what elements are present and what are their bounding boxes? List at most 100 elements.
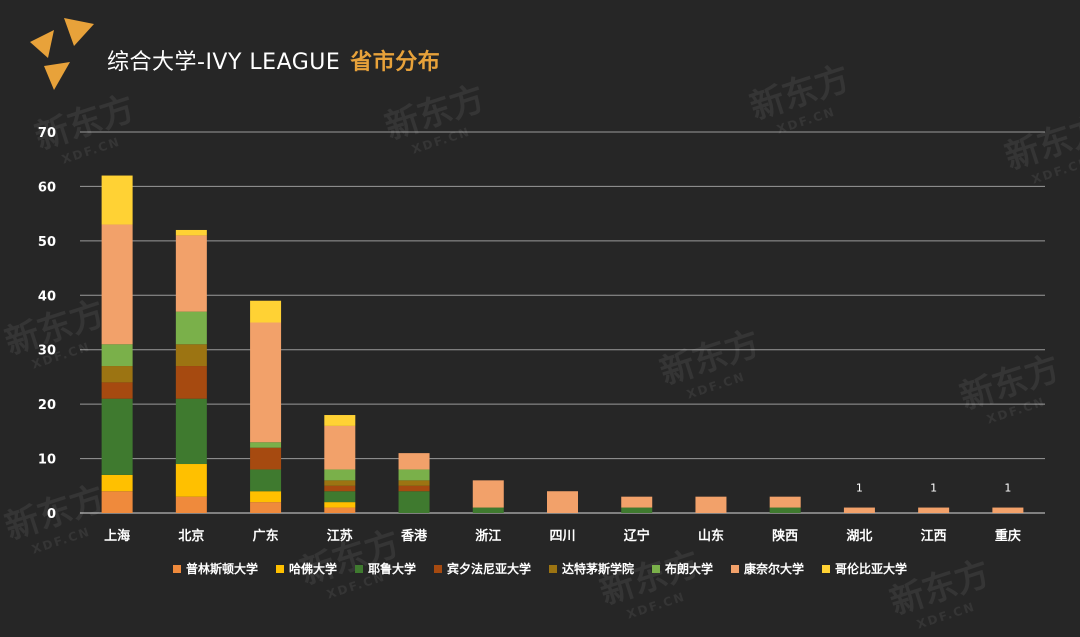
y-tick-label: 60 (38, 180, 56, 195)
x-tick-label: 香港 (400, 528, 428, 544)
bar-segment (324, 480, 356, 486)
bar-segment (324, 491, 356, 503)
legend-item: 宾夕法尼亚大学 (433, 560, 531, 577)
x-tick-label: 山东 (698, 528, 724, 544)
grid-lines (80, 131, 1045, 514)
legend-swatch (652, 564, 661, 573)
x-tick-label: 浙江 (475, 528, 501, 544)
bar-segment (472, 480, 504, 508)
bar-segment (250, 469, 282, 492)
bar-segment (398, 485, 430, 492)
legend-swatch (549, 564, 557, 573)
stacked-bar-chart: 0 10 20 30 40 50 60 70 上海 北京 广东 江苏 香港 浙江 四川 辽宁 山东 陕西 湖北 江西… (38, 126, 1045, 544)
legend-label: 耶鲁大学 (367, 562, 416, 576)
bar-segment (324, 415, 356, 426)
y-tick-label: 40 (38, 289, 56, 304)
y-axis-ticks: 0 10 20 30 40 50 60 70 (38, 126, 56, 522)
legend-swatch (354, 564, 363, 573)
bar-segment (101, 344, 133, 367)
legend-item: 耶鲁大学 (354, 560, 416, 577)
x-tick-label: 陕西 (772, 528, 798, 544)
bar-segment (175, 496, 207, 513)
legend-swatch (822, 564, 831, 573)
bar-segment (843, 507, 875, 513)
legend-label: 普林斯顿大学 (185, 562, 258, 576)
bar-segment (324, 485, 356, 492)
x-tick-label: 北京 (178, 528, 204, 544)
bar-segment (101, 491, 133, 513)
bar-segment (175, 311, 207, 345)
x-tick-label: 广东 (253, 528, 279, 544)
bar-segment (250, 447, 282, 470)
y-tick-label: 70 (38, 126, 56, 141)
decoration (30, 18, 94, 90)
bar-segment (175, 398, 207, 465)
bar-segment (398, 491, 430, 513)
x-tick-label: 重庆 (995, 528, 1021, 544)
x-tick-label: 四川 (549, 529, 575, 544)
legend-swatch (731, 564, 740, 573)
bar-segment (175, 235, 207, 312)
bar-segment (101, 382, 133, 399)
x-tick-label: 江西 (921, 528, 947, 544)
bar-segment (175, 366, 207, 399)
bar-segment (101, 175, 133, 225)
y-tick-label: 10 (38, 453, 56, 468)
logo-triangle-left (30, 30, 54, 58)
bar-segment (324, 425, 356, 470)
bar-segment (250, 491, 282, 503)
bar-segment (398, 469, 430, 481)
bar-segment (101, 224, 133, 345)
bar-segment (324, 507, 356, 513)
legend-item: 达特茅斯学院 (549, 560, 634, 577)
bar-segment (175, 344, 207, 367)
legend: 普林斯顿大学 哈佛大学 耶鲁大学 宾夕法尼亚大学 达特茅斯学院 布朗大学 康奈尔大学 哥伦比亚… (0, 560, 1080, 577)
bars (101, 175, 1024, 513)
logo-triangle-bottom (44, 62, 70, 90)
data-label: 1 (930, 482, 937, 495)
data-label: 1 (1004, 482, 1011, 495)
y-tick-label: 50 (38, 235, 56, 250)
legend-item: 布朗大学 (652, 560, 713, 577)
data-labels: 1 1 1 (856, 482, 1011, 495)
logo-triangle-top (64, 18, 94, 46)
bar-segment (621, 496, 653, 508)
legend-label: 哈佛大学 (288, 562, 337, 576)
bar-segment (695, 496, 727, 513)
y-tick-label: 30 (38, 344, 56, 359)
y-tick-label: 20 (38, 398, 56, 413)
bar-segment (769, 496, 801, 508)
bar-segment (398, 480, 430, 486)
x-tick-label: 湖北 (846, 529, 872, 544)
bar-segment (175, 464, 207, 497)
legend-item: 普林斯顿大学 (172, 560, 258, 577)
legend-item: 哥伦比亚大学 (822, 560, 907, 577)
title-main: 综合大学-IVY LEAGUE (107, 50, 341, 75)
legend-swatch (172, 564, 181, 573)
x-tick-label: 江苏 (327, 528, 353, 544)
legend-label: 布朗大学 (665, 562, 714, 576)
data-label: 1 (856, 482, 863, 495)
bar-segment (324, 502, 356, 508)
bar-segment (250, 300, 282, 323)
legend-label: 达特茅斯学院 (562, 562, 635, 576)
bar-segment (398, 453, 430, 470)
bar-segment (992, 507, 1024, 513)
legend-swatch (275, 564, 284, 573)
legend-swatch (433, 564, 442, 573)
x-axis-labels: 上海 北京 广东 江苏 香港 浙江 四川 辽宁 山东 陕西 湖北 江西 重庆 (104, 528, 1021, 544)
legend-label: 宾夕法尼亚大学 (446, 562, 531, 576)
legend-label: 哥伦比亚大学 (835, 562, 908, 576)
bar-segment (101, 474, 133, 492)
bar-segment (101, 366, 133, 383)
bar-segment (769, 507, 801, 513)
title-accent: 省市分布 (350, 50, 441, 75)
page-title: 综合大学-IVY LEAGUE 省市分布 (107, 44, 440, 76)
bar-segment (101, 398, 133, 475)
bar-segment (250, 442, 282, 448)
bar-segment (472, 507, 504, 513)
bar-segment (250, 322, 282, 443)
bar-segment (621, 507, 653, 513)
bar-segment (250, 502, 282, 513)
x-tick-label: 上海 (104, 528, 130, 544)
